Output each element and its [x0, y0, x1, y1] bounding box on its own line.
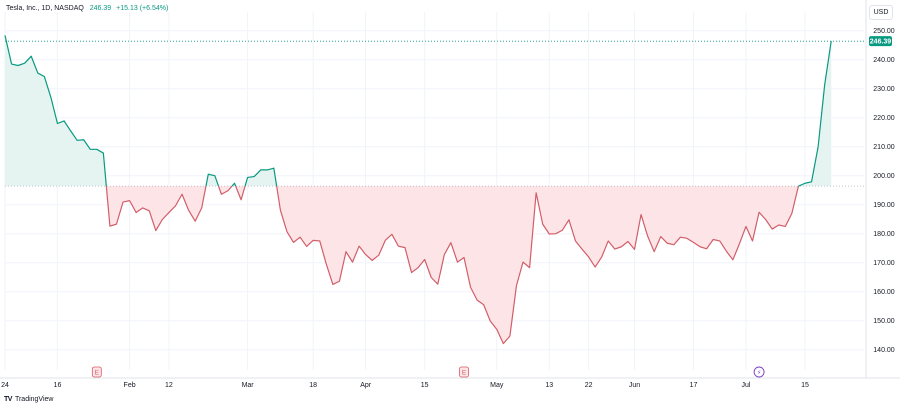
dividend-marker[interactable]: ⚡ — [753, 366, 765, 378]
earnings-marker-label: E — [462, 370, 467, 377]
line-segment-below — [217, 185, 233, 195]
line-segment-below — [235, 185, 246, 201]
currency-button[interactable]: USD — [869, 5, 893, 20]
lightning-icon: ⚡ — [757, 370, 762, 377]
area-fill-below — [218, 186, 232, 195]
x-tick-label: Mar — [242, 382, 255, 389]
y-tick-label: 200.00 — [873, 173, 895, 180]
line-segment-below — [105, 186, 207, 232]
y-tick-label: 170.00 — [873, 260, 895, 267]
y-tick-label: 180.00 — [873, 231, 895, 238]
x-tick-label: 24 — [1, 382, 9, 389]
tradingview-logo-icon: TV — [4, 396, 12, 403]
earnings-marker[interactable]: E — [459, 366, 469, 378]
axes: 140.00 150.00 160.00 170.00 180.00 190.00 200.… — [0, 0, 900, 389]
y-tick-label: 250.00 — [873, 28, 895, 35]
x-tick-label: Jun — [629, 382, 640, 389]
earnings-marker-bg — [459, 366, 469, 378]
line-segment-above — [205, 173, 220, 187]
reference-lines — [5, 40, 864, 187]
line-segment-above — [798, 41, 832, 187]
price-labels: 246.39 — [869, 36, 892, 47]
last-price-badge — [869, 36, 892, 47]
area-fills — [5, 35, 832, 344]
x-tick-label: Feb — [124, 382, 136, 389]
price-change: +15.13 (+6.54%) — [116, 5, 169, 12]
x-tick-label: 15 — [421, 382, 429, 389]
y-tick-label: 190.00 — [873, 202, 895, 209]
area-fill-below — [276, 186, 799, 344]
x-tick-label: Apr — [360, 382, 372, 389]
area-fill-above — [798, 41, 832, 187]
y-tick-label: 140.00 — [873, 347, 895, 354]
split-marker-bg — [753, 366, 765, 378]
last-price-axis-label: 246.39 — [870, 39, 892, 46]
line-segment-below — [276, 185, 800, 345]
y-tick-label: 240.00 — [873, 57, 895, 64]
tradingview-branding[interactable]: TV TradingView — [4, 396, 53, 403]
y-tick-label: 150.00 — [873, 318, 895, 325]
price-line — [4, 35, 832, 345]
symbol-title: Tesla, Inc., 1D, NASDAQ — [6, 5, 84, 12]
line-segment-above — [244, 167, 278, 187]
x-tick-label: 15 — [801, 382, 809, 389]
line-segment-above — [4, 35, 107, 187]
x-tick-label: 18 — [309, 382, 317, 389]
area-fill-below — [235, 186, 246, 200]
y-tick-label: 160.00 — [873, 289, 895, 296]
x-tick-label: 13 — [545, 382, 553, 389]
earnings-marker-label: E — [95, 370, 100, 377]
y-tick-label: 220.00 — [873, 115, 895, 122]
area-fill-above — [245, 168, 277, 187]
y-tick-label: 230.00 — [873, 86, 895, 93]
x-tick-label: Jul — [741, 382, 750, 389]
event-markers[interactable]: E E ⚡ — [91, 366, 765, 378]
x-tick-label: 17 — [690, 382, 698, 389]
area-fill-above — [205, 174, 219, 187]
brand-name: TradingView — [14, 396, 54, 403]
x-tick-label: 16 — [54, 382, 62, 389]
earnings-marker[interactable]: E — [91, 366, 102, 378]
y-tick-label: 210.00 — [873, 144, 895, 151]
chart-legend-header: Tesla, Inc., 1D, NASDAQ 246.39 +15.13 (+… — [6, 5, 168, 12]
area-fill-below — [106, 186, 206, 231]
x-tick-label: May — [490, 382, 504, 389]
last-price: 246.39 — [89, 5, 112, 12]
area-fill-above — [5, 35, 107, 187]
line-segment-above — [231, 182, 237, 187]
earnings-marker-bg — [91, 366, 102, 378]
x-tick-label: 12 — [165, 382, 173, 389]
x-tick-label: 22 — [585, 382, 593, 389]
